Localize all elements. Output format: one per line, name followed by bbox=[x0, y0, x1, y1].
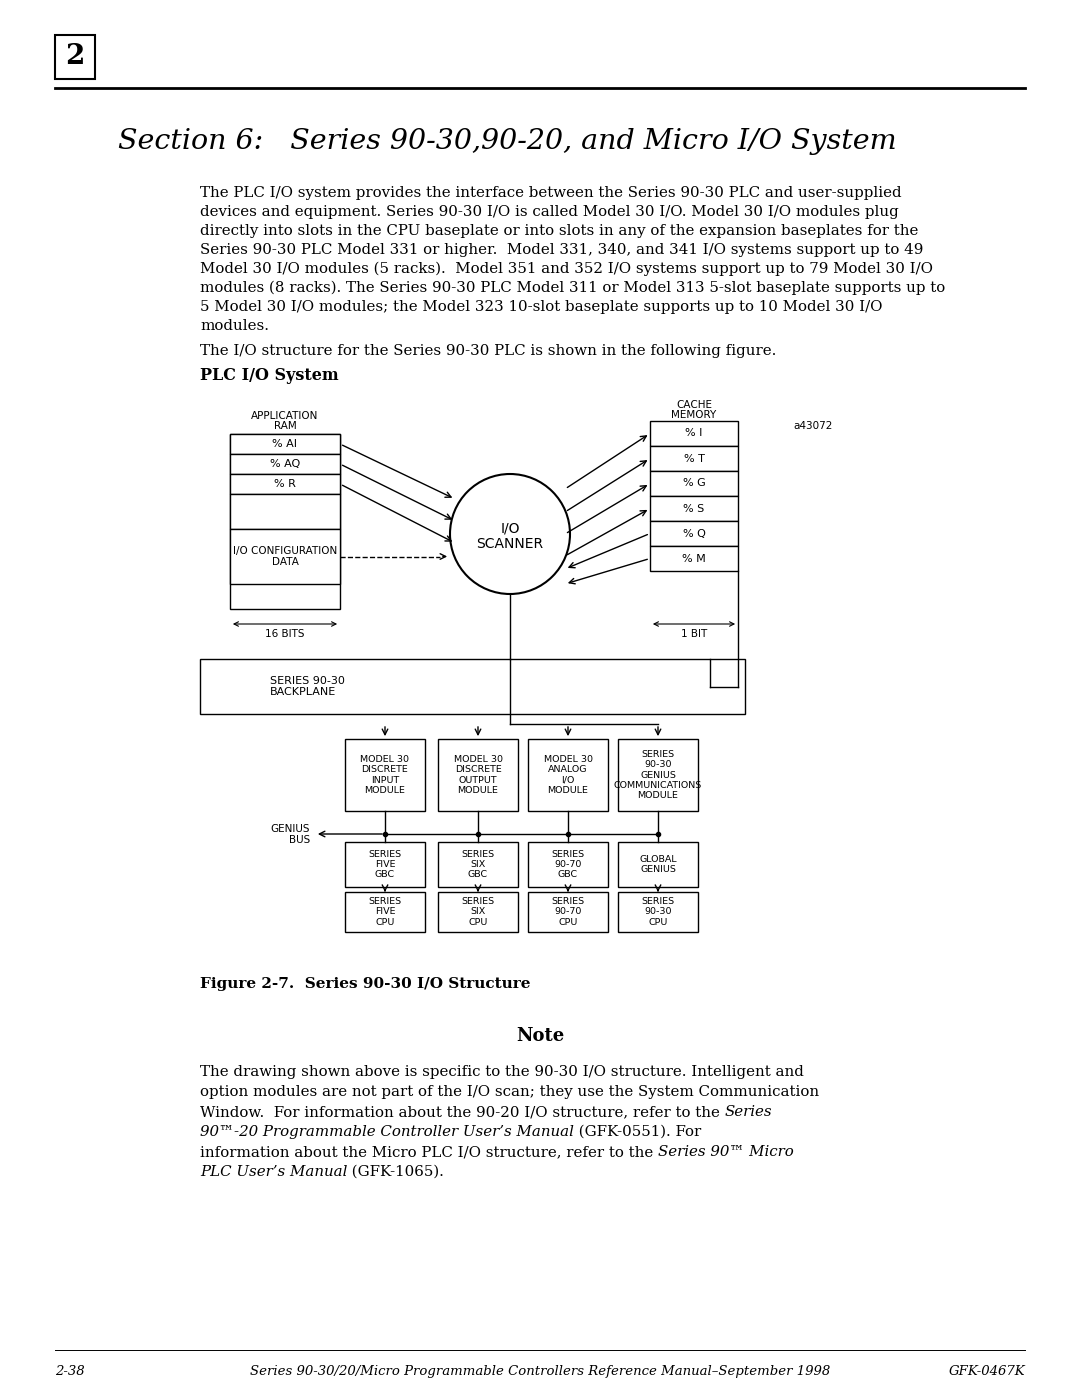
Text: SCANNER: SCANNER bbox=[476, 536, 543, 550]
Text: I/O: I/O bbox=[500, 521, 519, 535]
Text: Note: Note bbox=[516, 1027, 564, 1045]
Text: Model 30 I/O modules (5 racks).  Model 351 and 352 I/O systems support up to 79 : Model 30 I/O modules (5 racks). Model 35… bbox=[200, 263, 933, 277]
Text: MODEL 30
ANALOG
I/O
MODULE: MODEL 30 ANALOG I/O MODULE bbox=[543, 754, 593, 795]
Text: (GFK-1065).: (GFK-1065). bbox=[348, 1165, 444, 1179]
Text: SERIES
FIVE
GBC: SERIES FIVE GBC bbox=[368, 849, 402, 879]
Text: Figure 2-7.  Series 90-30 I/O Structure: Figure 2-7. Series 90-30 I/O Structure bbox=[200, 977, 530, 990]
Text: The drawing shown above is specific to the 90-30 I/O structure. Intelligent and: The drawing shown above is specific to t… bbox=[200, 1065, 804, 1078]
Bar bbox=[230, 474, 340, 495]
Text: devices and equipment. Series 90-30 I/O is called Model 30 I/O. Model 30 I/O mod: devices and equipment. Series 90-30 I/O … bbox=[200, 205, 899, 219]
Text: 5 Model 30 I/O modules; the Model 323 10-slot baseplate supports up to 10 Model : 5 Model 30 I/O modules; the Model 323 10… bbox=[200, 300, 882, 314]
Text: The I/O structure for the Series 90-30 PLC is shown in the following figure.: The I/O structure for the Series 90-30 P… bbox=[200, 344, 777, 358]
Text: SERIES
FIVE
CPU: SERIES FIVE CPU bbox=[368, 897, 402, 926]
Text: GFK-0467K: GFK-0467K bbox=[948, 1365, 1025, 1377]
Bar bbox=[438, 842, 518, 887]
Bar bbox=[650, 496, 738, 521]
Text: % AQ: % AQ bbox=[270, 460, 300, 469]
Text: CACHE: CACHE bbox=[676, 400, 712, 409]
Text: (GFK-0551). For: (GFK-0551). For bbox=[573, 1125, 701, 1139]
Bar bbox=[528, 842, 608, 887]
Text: modules.: modules. bbox=[200, 319, 269, 332]
Bar bbox=[345, 842, 426, 887]
Bar bbox=[230, 495, 340, 529]
Bar bbox=[528, 893, 608, 932]
Text: GENIUS: GENIUS bbox=[270, 824, 310, 834]
Text: modules (8 racks). The Series 90-30 PLC Model 311 or Model 313 5-slot baseplate : modules (8 racks). The Series 90-30 PLC … bbox=[200, 281, 945, 295]
Text: 16 BITS: 16 BITS bbox=[266, 629, 305, 638]
Text: % I: % I bbox=[686, 429, 703, 439]
Text: 2-38: 2-38 bbox=[55, 1365, 84, 1377]
Bar bbox=[618, 739, 698, 812]
Text: SERIES
90-30
GENIUS
COMMUNICATIONS
MODULE: SERIES 90-30 GENIUS COMMUNICATIONS MODUL… bbox=[613, 750, 702, 800]
Bar bbox=[200, 659, 745, 714]
Bar bbox=[230, 529, 340, 584]
Text: The PLC I/O system provides the interface between the Series 90-30 PLC and user-: The PLC I/O system provides the interfac… bbox=[200, 186, 902, 200]
Text: % G: % G bbox=[683, 479, 705, 489]
Text: SERIES 90-30
BACKPLANE: SERIES 90-30 BACKPLANE bbox=[270, 676, 345, 697]
Bar bbox=[438, 739, 518, 812]
Text: SERIES
90-70
CPU: SERIES 90-70 CPU bbox=[552, 897, 584, 926]
Text: SERIES
SIX
GBC: SERIES SIX GBC bbox=[461, 849, 495, 879]
Text: Series 90™ Micro: Series 90™ Micro bbox=[658, 1146, 794, 1160]
Bar bbox=[230, 454, 340, 474]
Bar bbox=[650, 521, 738, 546]
Bar bbox=[650, 471, 738, 496]
Text: MODEL 30
DISCRETE
INPUT
MODULE: MODEL 30 DISCRETE INPUT MODULE bbox=[361, 754, 409, 795]
Bar bbox=[650, 420, 738, 446]
Text: information about the Micro PLC I/O structure, refer to the: information about the Micro PLC I/O stru… bbox=[200, 1146, 658, 1160]
Text: SERIES
90-70
GBC: SERIES 90-70 GBC bbox=[552, 849, 584, 879]
Text: SERIES
SIX
CPU: SERIES SIX CPU bbox=[461, 897, 495, 926]
Text: MEMORY: MEMORY bbox=[672, 409, 717, 420]
Text: Section 6:   Series 90-30,90-20, and Micro I/O System: Section 6: Series 90-30,90-20, and Micro… bbox=[118, 129, 896, 155]
Text: RAM: RAM bbox=[273, 420, 296, 432]
Text: a43072: a43072 bbox=[793, 420, 833, 432]
Text: MODEL 30
DISCRETE
OUTPUT
MODULE: MODEL 30 DISCRETE OUTPUT MODULE bbox=[454, 754, 502, 795]
Text: GLOBAL
GENIUS: GLOBAL GENIUS bbox=[639, 855, 677, 875]
Bar bbox=[55, 35, 95, 80]
Bar bbox=[438, 893, 518, 932]
Bar bbox=[618, 893, 698, 932]
Text: directly into slots in the CPU baseplate or into slots in any of the expansion b: directly into slots in the CPU baseplate… bbox=[200, 224, 918, 237]
Text: % Q: % Q bbox=[683, 528, 705, 538]
Text: I/O CONFIGURATION
DATA: I/O CONFIGURATION DATA bbox=[233, 546, 337, 567]
Text: 2: 2 bbox=[65, 43, 84, 70]
Bar bbox=[345, 739, 426, 812]
Text: BUS: BUS bbox=[288, 835, 310, 845]
Ellipse shape bbox=[450, 474, 570, 594]
Text: PLC User’s Manual: PLC User’s Manual bbox=[200, 1165, 348, 1179]
Bar bbox=[345, 893, 426, 932]
Bar bbox=[230, 434, 340, 454]
Text: % S: % S bbox=[684, 503, 704, 514]
Bar bbox=[230, 434, 340, 609]
Bar bbox=[650, 446, 738, 471]
Text: Window.  For information about the 90-20 I/O structure, refer to the: Window. For information about the 90-20 … bbox=[200, 1105, 725, 1119]
Text: % T: % T bbox=[684, 454, 704, 464]
Text: APPLICATION: APPLICATION bbox=[252, 411, 319, 420]
Bar bbox=[618, 842, 698, 887]
Text: 90™-20 Programmable Controller User’s Manual: 90™-20 Programmable Controller User’s Ma… bbox=[200, 1125, 573, 1139]
Bar bbox=[650, 546, 738, 571]
Text: Series: Series bbox=[725, 1105, 772, 1119]
Text: 1 BIT: 1 BIT bbox=[680, 629, 707, 638]
Text: option modules are not part of the I/O scan; they use the System Communication: option modules are not part of the I/O s… bbox=[200, 1085, 819, 1099]
Text: PLC I/O System: PLC I/O System bbox=[200, 367, 339, 384]
Text: % R: % R bbox=[274, 479, 296, 489]
Text: % M: % M bbox=[683, 553, 706, 563]
Text: SERIES
90-30
CPU: SERIES 90-30 CPU bbox=[642, 897, 675, 926]
Text: Series 90-30 PLC Model 331 or higher.  Model 331, 340, and 341 I/O systems suppo: Series 90-30 PLC Model 331 or higher. Mo… bbox=[200, 243, 923, 257]
Text: % AI: % AI bbox=[272, 439, 297, 448]
Text: Series 90-30/20/Micro Programmable Controllers Reference Manual–September 1998: Series 90-30/20/Micro Programmable Contr… bbox=[249, 1365, 831, 1377]
Bar bbox=[528, 739, 608, 812]
